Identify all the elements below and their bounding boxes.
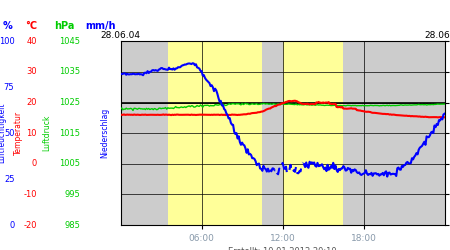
- Text: hPa: hPa: [54, 21, 74, 31]
- Text: mm/h: mm/h: [86, 21, 116, 31]
- Text: Temperatur: Temperatur: [14, 111, 23, 155]
- Text: Luftdruck: Luftdruck: [43, 115, 52, 151]
- Text: Erstellt: 10.01.2012 20:10: Erstellt: 10.01.2012 20:10: [228, 247, 337, 250]
- Text: 0: 0: [9, 220, 14, 230]
- Text: 40: 40: [27, 37, 37, 46]
- Bar: [121, 41, 168, 225]
- Text: 25: 25: [4, 174, 14, 184]
- Bar: [283, 41, 343, 225]
- Text: 100: 100: [0, 37, 14, 46]
- Text: 30: 30: [26, 67, 37, 76]
- Text: 995: 995: [64, 190, 80, 199]
- Text: 0: 0: [32, 159, 37, 168]
- Text: Niederschlag: Niederschlag: [100, 108, 109, 158]
- Bar: [168, 41, 262, 225]
- Bar: [343, 41, 445, 225]
- Text: 1025: 1025: [59, 98, 80, 107]
- Text: 75: 75: [4, 83, 14, 92]
- Text: °C: °C: [25, 21, 37, 31]
- Text: 1035: 1035: [59, 67, 80, 76]
- Text: 1045: 1045: [59, 37, 80, 46]
- Text: 1005: 1005: [59, 159, 80, 168]
- Text: -10: -10: [23, 190, 37, 199]
- Text: 50: 50: [4, 128, 14, 138]
- Text: %: %: [2, 21, 12, 31]
- Text: -20: -20: [23, 220, 37, 230]
- Bar: [262, 41, 283, 225]
- Text: 10: 10: [27, 128, 37, 138]
- Text: 985: 985: [64, 220, 80, 230]
- Text: 20: 20: [27, 98, 37, 107]
- Text: Luftfeuchtigkeit: Luftfeuchtigkeit: [0, 103, 6, 164]
- Text: 1015: 1015: [59, 128, 80, 138]
